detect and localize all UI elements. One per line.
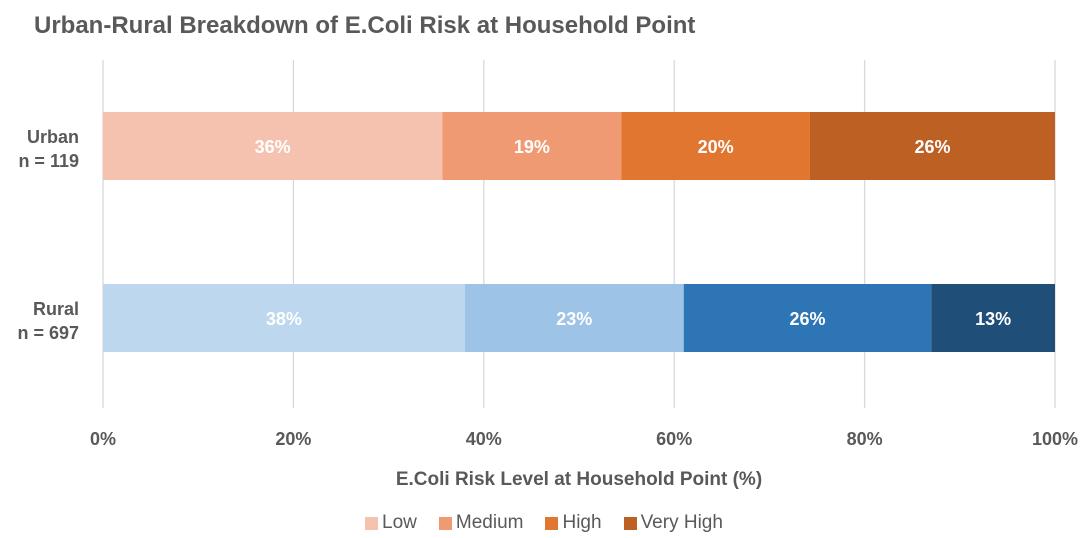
category-count-label: n = 119 [18, 151, 79, 171]
bar-segment [621, 112, 810, 180]
legend-label: High [562, 512, 602, 533]
data-label: 26% [789, 309, 825, 329]
bar-segment [103, 284, 465, 352]
legend-swatch [365, 516, 379, 530]
legend-item: Very High [623, 512, 723, 534]
legend-item: High [545, 512, 602, 534]
category-label: Rural [33, 299, 79, 319]
x-tick-label: 0% [90, 429, 116, 449]
legend-swatch [623, 516, 637, 530]
legend-swatch [545, 516, 559, 530]
chart-title: Urban-Rural Breakdown of E.Coli Risk at … [34, 12, 696, 39]
legend: Low Medium High Very High [0, 512, 1088, 534]
x-tick-label: 20% [275, 429, 311, 449]
data-label: 20% [698, 137, 734, 157]
x-axis-title: E.Coli Risk Level at Household Point (%) [396, 469, 762, 490]
data-label: 23% [556, 309, 592, 329]
legend-label: Very High [640, 512, 723, 533]
data-label: 38% [266, 309, 302, 329]
legend-label: Medium [455, 512, 524, 533]
x-tick-label: 40% [466, 429, 502, 449]
x-tick-label: 80% [847, 429, 883, 449]
data-label: 36% [255, 137, 291, 157]
legend-item: Low [365, 512, 417, 534]
bar-segment [931, 284, 1055, 352]
legend-label: Low [382, 512, 417, 533]
x-tick-label: 60% [656, 429, 692, 449]
category-label: Urban [27, 127, 79, 147]
data-label: 13% [975, 309, 1011, 329]
data-label: 19% [514, 137, 550, 157]
x-tick-label: 100% [1032, 429, 1078, 449]
category-count-label: n = 697 [17, 323, 79, 343]
bar-segment [809, 112, 1055, 180]
bar-segment [442, 112, 622, 180]
bar-segment [464, 284, 684, 352]
legend-item: Medium [438, 512, 524, 534]
bar-segment [683, 284, 932, 352]
legend-swatch [438, 516, 452, 530]
data-label: 26% [914, 137, 950, 157]
bar-segment [103, 112, 443, 180]
